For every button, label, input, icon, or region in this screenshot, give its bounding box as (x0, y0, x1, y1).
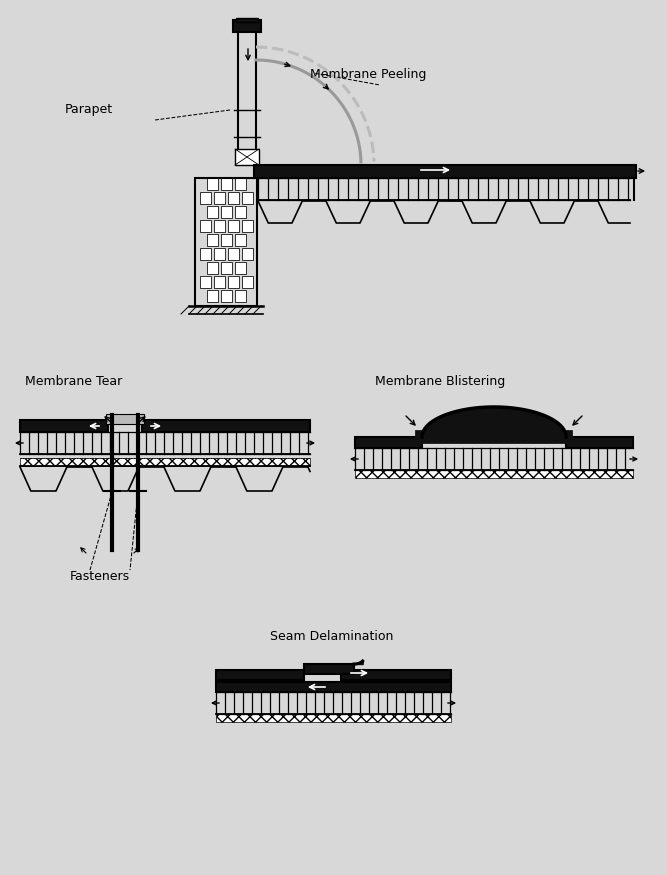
Bar (142, 420, 310, 432)
Bar (235, 262, 246, 274)
Bar (235, 290, 246, 302)
Bar (228, 276, 239, 288)
Bar (195, 178, 257, 306)
Bar (242, 192, 253, 204)
Bar (214, 276, 225, 288)
Bar (235, 149, 259, 165)
Bar (221, 234, 232, 246)
Bar (228, 248, 239, 260)
Bar (228, 220, 239, 232)
Bar (214, 220, 225, 232)
Bar (242, 248, 253, 260)
Text: Seam Delamination: Seam Delamination (270, 630, 394, 643)
Bar (242, 220, 253, 232)
Text: Parapet: Parapet (65, 103, 113, 116)
Bar (254, 165, 636, 178)
Bar (242, 276, 253, 288)
Bar (235, 206, 246, 218)
Bar (200, 220, 211, 232)
Bar (221, 290, 232, 302)
Bar (207, 262, 218, 274)
Bar (216, 670, 304, 680)
Bar (207, 290, 218, 302)
Bar (566, 437, 633, 448)
Bar (221, 178, 232, 190)
Text: Membrane Tear: Membrane Tear (25, 375, 122, 388)
Bar (214, 192, 225, 204)
Bar (20, 458, 310, 466)
Bar (233, 20, 261, 32)
Text: Fasteners: Fasteners (70, 570, 130, 583)
Polygon shape (422, 407, 566, 437)
Bar (221, 262, 232, 274)
Bar (216, 682, 451, 692)
Bar (235, 234, 246, 246)
Bar (221, 206, 232, 218)
Bar (235, 178, 246, 190)
Bar (216, 714, 451, 722)
Bar (355, 470, 633, 478)
Text: Membrane Blistering: Membrane Blistering (375, 375, 505, 388)
Bar (200, 248, 211, 260)
Bar (106, 414, 144, 424)
Bar (228, 192, 239, 204)
Bar (20, 420, 108, 432)
Bar (236, 18, 258, 22)
Bar (207, 206, 218, 218)
Bar (207, 178, 218, 190)
Bar (214, 248, 225, 260)
Bar (207, 234, 218, 246)
Bar (200, 276, 211, 288)
Bar (341, 670, 451, 680)
Bar (304, 664, 354, 674)
Bar (200, 192, 211, 204)
Text: Membrane Peeling: Membrane Peeling (310, 68, 426, 81)
Bar (355, 437, 422, 448)
